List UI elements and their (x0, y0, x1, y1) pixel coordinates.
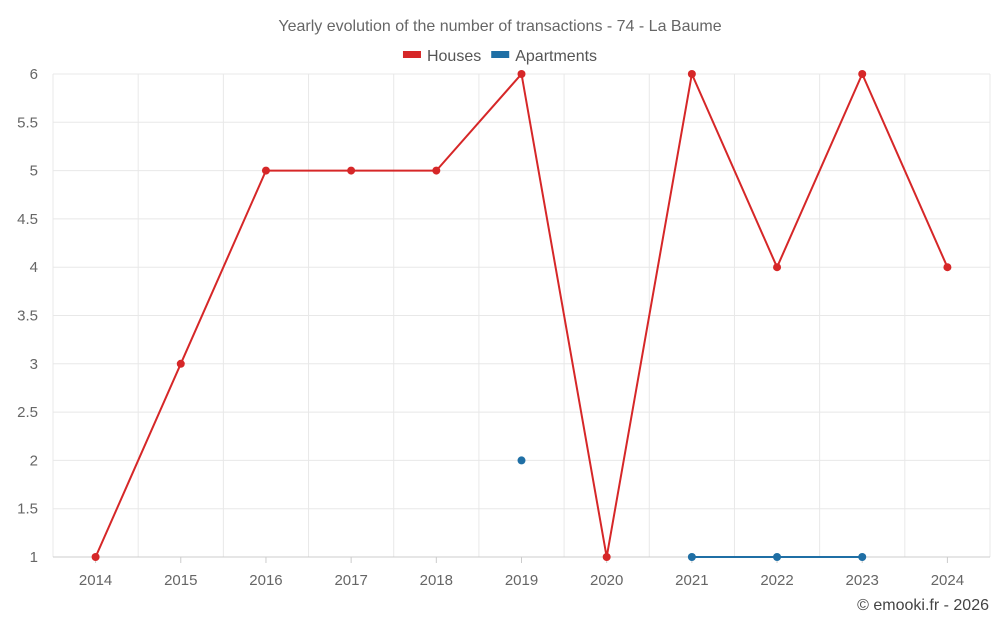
x-tick-label: 2015 (164, 572, 197, 589)
data-point-apartments[interactable] (773, 553, 782, 561)
chart-title: Yearly evolution of the number of transa… (278, 18, 721, 35)
data-point-apartments[interactable] (517, 456, 526, 465)
x-tick-label: 2016 (249, 572, 282, 589)
data-point-apartments[interactable] (858, 553, 867, 561)
y-tick-label: 4 (30, 259, 38, 276)
x-tick-label: 2018 (420, 572, 453, 589)
data-point-houses[interactable] (176, 359, 185, 368)
legend-label-houses: Houses (427, 48, 481, 65)
y-tick-label: 2.5 (17, 404, 38, 421)
y-tick-label: 1.5 (17, 501, 38, 518)
data-point-houses[interactable] (91, 553, 100, 561)
series-layer (91, 70, 952, 561)
y-tick-label: 3 (30, 356, 38, 373)
x-tick-label: 2023 (846, 572, 879, 589)
data-point-houses[interactable] (517, 70, 526, 78)
data-point-houses[interactable] (687, 70, 696, 78)
series-apartments (517, 456, 867, 561)
legend-swatch-apartments (491, 51, 510, 58)
y-tick-label: 3.5 (17, 308, 38, 325)
legend-item-apartments[interactable]: Apartments (491, 48, 597, 65)
data-point-houses[interactable] (432, 166, 441, 175)
data-point-houses[interactable] (858, 70, 867, 78)
x-tick-label: 2022 (760, 572, 793, 589)
legend-swatch-houses (402, 51, 421, 58)
x-tick-label: 2020 (590, 572, 623, 589)
y-tick-label: 1 (30, 549, 38, 566)
y-tick-label: 5 (30, 163, 38, 180)
data-point-houses[interactable] (602, 553, 611, 561)
legend-label-apartments: Apartments (515, 48, 597, 65)
data-point-houses[interactable] (773, 263, 782, 272)
x-tick-label: 2019 (505, 572, 538, 589)
gridlines (52, 73, 991, 558)
y-tick-label: 2 (30, 452, 38, 469)
legend: Houses Apartments (402, 48, 597, 65)
y-tick-label: 5.5 (17, 114, 38, 131)
y-tick-label: 4.5 (17, 211, 38, 228)
x-tick-label: 2017 (334, 572, 367, 589)
legend-item-houses[interactable]: Houses (402, 48, 481, 65)
data-point-houses[interactable] (347, 166, 356, 175)
data-point-houses[interactable] (261, 166, 270, 175)
y-tick-label: 6 (30, 66, 38, 83)
data-point-houses[interactable] (943, 263, 952, 272)
series-houses (91, 70, 952, 561)
axes: 1 1.5 2 2.5 3 3.5 4 4.5 5 5.5 6 2014 2015 2016 2017 201… (17, 66, 990, 589)
x-tick-label: 2024 (931, 572, 964, 589)
x-tick-label: 2014 (79, 572, 112, 589)
data-point-apartments[interactable] (687, 553, 696, 561)
x-tick-label: 2021 (675, 572, 708, 589)
copyright-credit: © emooki.fr - 2026 (857, 597, 989, 614)
